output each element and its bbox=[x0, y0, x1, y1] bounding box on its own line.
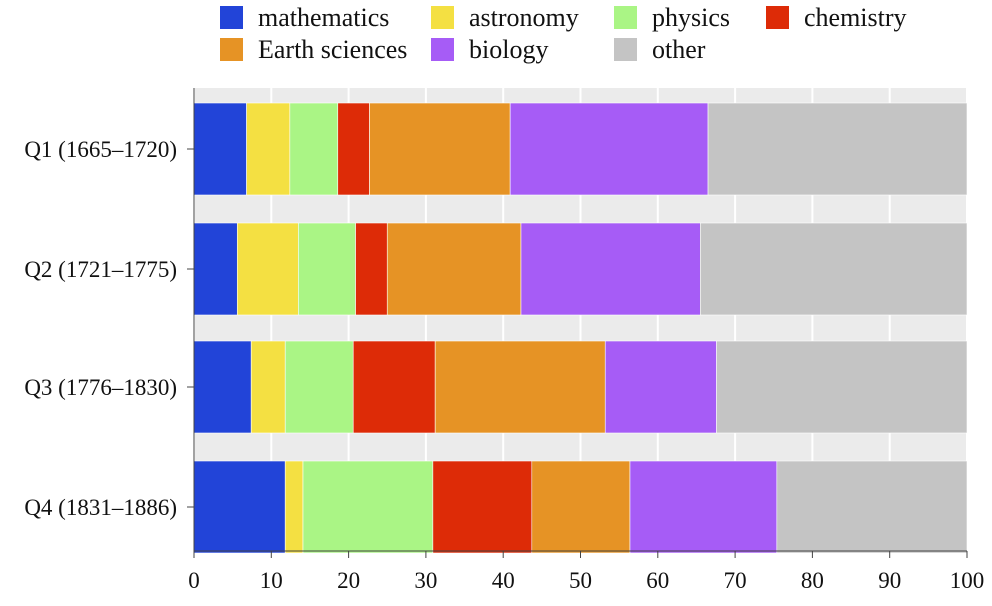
legend-swatch bbox=[220, 6, 243, 29]
bar-chemistry-1 bbox=[337, 102, 370, 196]
bar-biology-3 bbox=[604, 340, 717, 434]
bar-other-2 bbox=[700, 222, 968, 316]
x-tick-label: 20 bbox=[337, 568, 360, 593]
bar-mathematics-3 bbox=[193, 340, 252, 434]
x-tick-label: 90 bbox=[878, 568, 901, 593]
bar-chemistry-3 bbox=[352, 340, 436, 434]
y-tick-label: Q1 (1665–1720) bbox=[24, 137, 177, 162]
bar-astronomy-2 bbox=[236, 222, 299, 316]
bar-mathematics-1 bbox=[193, 102, 247, 196]
y-tick-label: Q3 (1776–1830) bbox=[24, 375, 177, 400]
bar-physics-1 bbox=[289, 102, 339, 196]
x-tick-label: 100 bbox=[950, 568, 985, 593]
bar-physics-4 bbox=[302, 460, 434, 554]
bar-biology-4 bbox=[629, 460, 778, 554]
legend-swatch bbox=[766, 6, 789, 29]
x-axis: 0 10 20 30 40 50 60 70 80 90 100 bbox=[188, 550, 985, 593]
legend-swatch bbox=[614, 38, 637, 61]
legend-label: mathematics bbox=[258, 3, 389, 32]
bar-astronomy-4 bbox=[284, 460, 304, 554]
x-tick-label: 40 bbox=[492, 568, 515, 593]
bar-physics-2 bbox=[298, 222, 356, 316]
legend-swatch bbox=[431, 6, 454, 29]
legend-label: physics bbox=[652, 3, 730, 32]
bar-mathematics-2 bbox=[193, 222, 238, 316]
legend-item-earth-sciences: Earth sciences bbox=[220, 35, 407, 64]
legend: mathematics astronomy physics chemistry Eart… bbox=[220, 3, 907, 64]
bar-astronomy-1 bbox=[246, 102, 291, 196]
x-tick-label: 80 bbox=[801, 568, 824, 593]
bar-other-3 bbox=[716, 340, 968, 434]
legend-label: biology bbox=[469, 35, 548, 64]
legend-label: other bbox=[652, 35, 706, 64]
y-axis: Q1 (1665–1720) Q2 (1721–1775) Q3 (1776–183… bbox=[24, 88, 195, 551]
legend-item-mathematics: mathematics bbox=[220, 3, 389, 32]
plot-area bbox=[193, 88, 968, 554]
bar-other-1 bbox=[707, 102, 968, 196]
bar-other-4 bbox=[776, 460, 968, 554]
x-tick-label: 0 bbox=[188, 568, 200, 593]
x-tick-label: 70 bbox=[724, 568, 747, 593]
x-tick-label: 30 bbox=[414, 568, 437, 593]
y-tick-label: Q2 (1721–1775) bbox=[24, 257, 177, 282]
legend-swatch bbox=[220, 38, 243, 61]
bar-biology-2 bbox=[520, 222, 701, 316]
bars bbox=[193, 102, 968, 554]
legend-item-other: other bbox=[614, 35, 706, 64]
bar-astronomy-3 bbox=[250, 340, 286, 434]
bar-earth-sciences-2 bbox=[386, 222, 522, 316]
y-tick-label: Q4 (1831–1886) bbox=[24, 495, 177, 520]
legend-item-chemistry: chemistry bbox=[766, 3, 907, 32]
legend-item-biology: biology bbox=[431, 35, 548, 64]
bar-earth-sciences-4 bbox=[531, 460, 631, 554]
bar-mathematics-4 bbox=[193, 460, 286, 554]
legend-item-astronomy: astronomy bbox=[431, 3, 579, 32]
bar-earth-sciences-1 bbox=[369, 102, 511, 196]
legend-swatch bbox=[614, 6, 637, 29]
legend-item-physics: physics bbox=[614, 3, 730, 32]
bar-physics-3 bbox=[284, 340, 354, 434]
x-tick-label: 50 bbox=[569, 568, 592, 593]
bar-earth-sciences-3 bbox=[434, 340, 606, 434]
x-tick-label: 10 bbox=[260, 568, 283, 593]
legend-label: chemistry bbox=[804, 3, 907, 32]
bar-chemistry-2 bbox=[355, 222, 388, 316]
legend-label: Earth sciences bbox=[258, 35, 407, 64]
bar-chemistry-4 bbox=[432, 460, 533, 554]
legend-label: astronomy bbox=[469, 3, 579, 32]
legend-swatch bbox=[431, 38, 454, 61]
x-tick-label: 60 bbox=[646, 568, 669, 593]
bar-biology-1 bbox=[509, 102, 709, 196]
